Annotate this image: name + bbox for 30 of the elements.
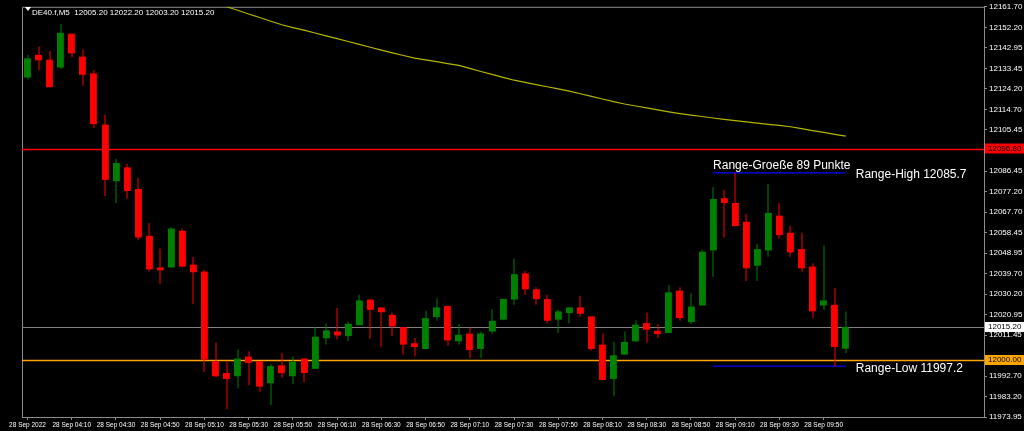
y-tick-label: 12114.70 <box>989 104 1023 114</box>
y-tick-label: 12067.70 <box>989 207 1023 217</box>
y-tick-label: 12152.20 <box>989 22 1023 32</box>
chart-title: DE40.f,M5 12005.20 12022.20 12003.20 12015.20 <box>32 8 215 17</box>
candlestick <box>157 248 164 284</box>
y-tick-label: 12048.95 <box>989 248 1023 258</box>
y-tick-label: 11973.95 <box>989 412 1023 422</box>
y-tick-label: 12161.70 <box>989 2 1023 11</box>
y-tick-label: 12105.45 <box>989 124 1023 134</box>
text: Range-Low 11997.2 <box>855 360 964 375</box>
ref-line-label: 12000.00 <box>988 355 1022 365</box>
y-tick-label: 12058.45 <box>989 227 1023 237</box>
text: Range-High 12085.7 <box>855 167 967 182</box>
y-tick-label: 11992.70 <box>989 371 1023 381</box>
y-tick-label: 12030.20 <box>989 289 1023 299</box>
ref-line-label: 12015.20 <box>988 322 1022 332</box>
annotation: Range-Groeße 89 Punkte <box>713 158 851 173</box>
y-tick-label: 12142.95 <box>989 42 1023 52</box>
candlestick <box>334 308 341 340</box>
y-tick-label: 12011.45 <box>989 330 1023 340</box>
y-tick-label: 12133.45 <box>989 63 1023 73</box>
y-tick-label: 11983.20 <box>989 391 1023 401</box>
candlestick <box>721 189 728 238</box>
y-tick-label: 12020.95 <box>989 309 1023 319</box>
y-tick-label: 12086.45 <box>989 166 1023 176</box>
y-tick-label: 12039.70 <box>989 268 1023 278</box>
y-tick-label: 12124.20 <box>989 83 1023 93</box>
candlestick <box>820 245 827 311</box>
y-tick-label: 12077.20 <box>989 186 1023 196</box>
ref-line-label: 12096.80 <box>988 143 1022 153</box>
